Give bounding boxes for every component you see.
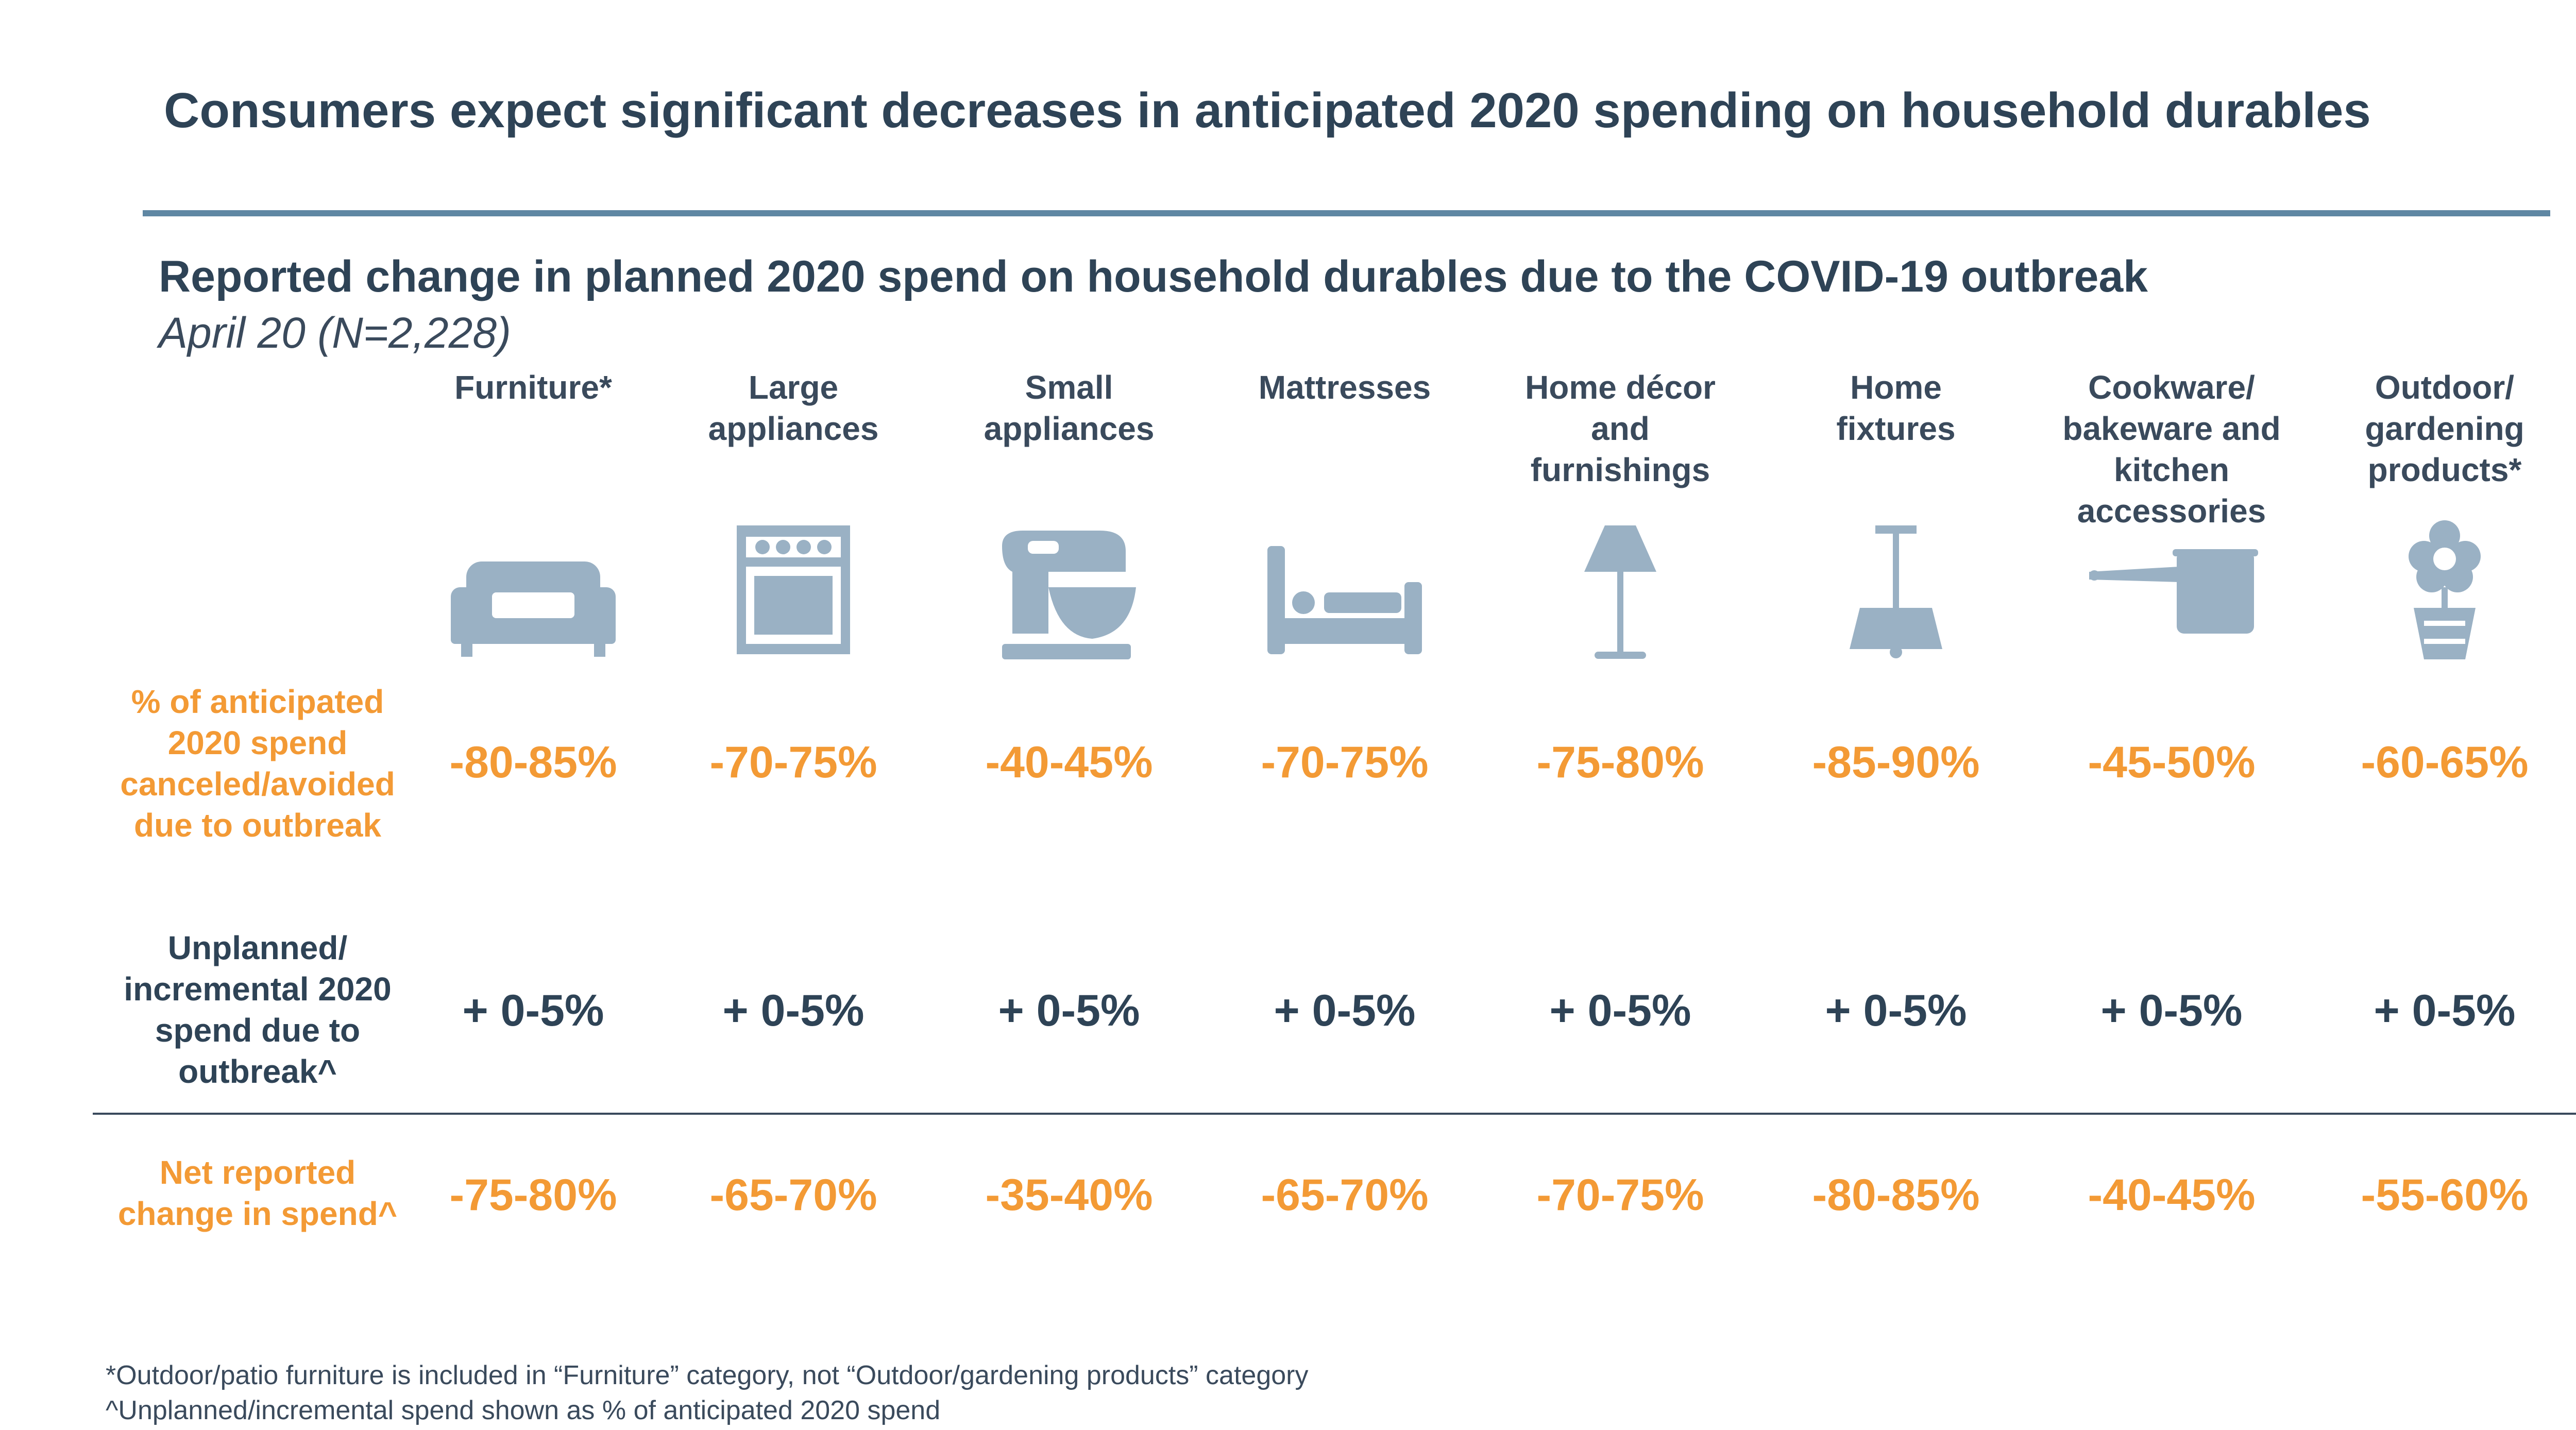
saucepan-icon [2084, 515, 2259, 670]
cell-canceled-6: -45-50% [2088, 738, 2256, 787]
cell-net-6: -40-45% [2088, 1170, 2256, 1220]
cell-unplanned-5: + 0-5% [1825, 986, 1967, 1035]
cell-canceled-5: -85-90% [1812, 738, 1980, 787]
cell-unplanned-0: + 0-5% [462, 986, 604, 1035]
cell-canceled-4: -75-80% [1536, 738, 1704, 787]
column-header-1: Large appliances [708, 369, 879, 447]
row-label-net: Net reported change in spend^ [117, 1154, 398, 1232]
footnote-unplanned: ^Unplanned/incremental spend shown as % … [106, 1395, 941, 1425]
cell-unplanned-1: + 0-5% [722, 986, 865, 1035]
cell-unplanned-6: + 0-5% [2100, 986, 2243, 1035]
cell-canceled-2: -40-45% [985, 738, 1153, 787]
column-header-4: Home décor and furnishings [1525, 369, 1716, 488]
row-label-unplanned: Unplanned/ incremental 2020 spend due to… [124, 929, 392, 1090]
main-title: Consumers expect significant decreases i… [164, 83, 2371, 138]
cell-net-7: -55-60% [2361, 1170, 2529, 1220]
cell-unplanned-3: + 0-5% [1274, 986, 1416, 1035]
cell-canceled-7: -60-65% [2361, 738, 2529, 787]
chart-subtitle: Reported change in planned 2020 spend on… [159, 252, 2148, 301]
cell-net-2: -35-40% [985, 1170, 1153, 1220]
net-row-divider [93, 1113, 2576, 1115]
row-label-canceled: % of anticipated 2020 spend canceled/avo… [120, 683, 395, 844]
oven-icon [706, 515, 881, 670]
cell-canceled-0: -80-85% [449, 738, 617, 787]
column-header-3: Mattresses [1258, 369, 1431, 406]
sofa-icon [446, 515, 621, 670]
cell-net-3: -65-70% [1261, 1170, 1429, 1220]
potted-flower-icon [2357, 515, 2532, 670]
bed-icon [1257, 515, 1432, 670]
column-header-2: Small appliances [984, 369, 1155, 447]
survey-date: April 20 (N=2,228) [159, 309, 512, 357]
footnote-furniture: *Outdoor/patio furniture is included in … [106, 1360, 1309, 1390]
cell-unplanned-2: + 0-5% [998, 986, 1140, 1035]
title-divider [143, 210, 2550, 216]
cell-canceled-1: -70-75% [709, 738, 877, 787]
column-header-6: Cookware/ bakeware and kitchen accessori… [2062, 369, 2281, 530]
cell-net-0: -75-80% [449, 1170, 617, 1220]
cell-net-5: -80-85% [1812, 1170, 1980, 1220]
floor-lamp-icon [1533, 515, 1708, 670]
cell-canceled-3: -70-75% [1261, 738, 1429, 787]
column-header-0: Furniture* [454, 369, 612, 406]
column-header-5: Home fixtures [1836, 369, 1956, 447]
cell-unplanned-4: + 0-5% [1549, 986, 1691, 1035]
cell-net-1: -65-70% [709, 1170, 877, 1220]
cell-net-4: -70-75% [1536, 1170, 1704, 1220]
stand-mixer-icon [981, 515, 1157, 670]
column-header-7: Outdoor/ gardening products* [2365, 369, 2524, 488]
ceiling-lamp-icon [1808, 515, 1984, 670]
cell-unplanned-7: + 0-5% [2374, 986, 2516, 1035]
